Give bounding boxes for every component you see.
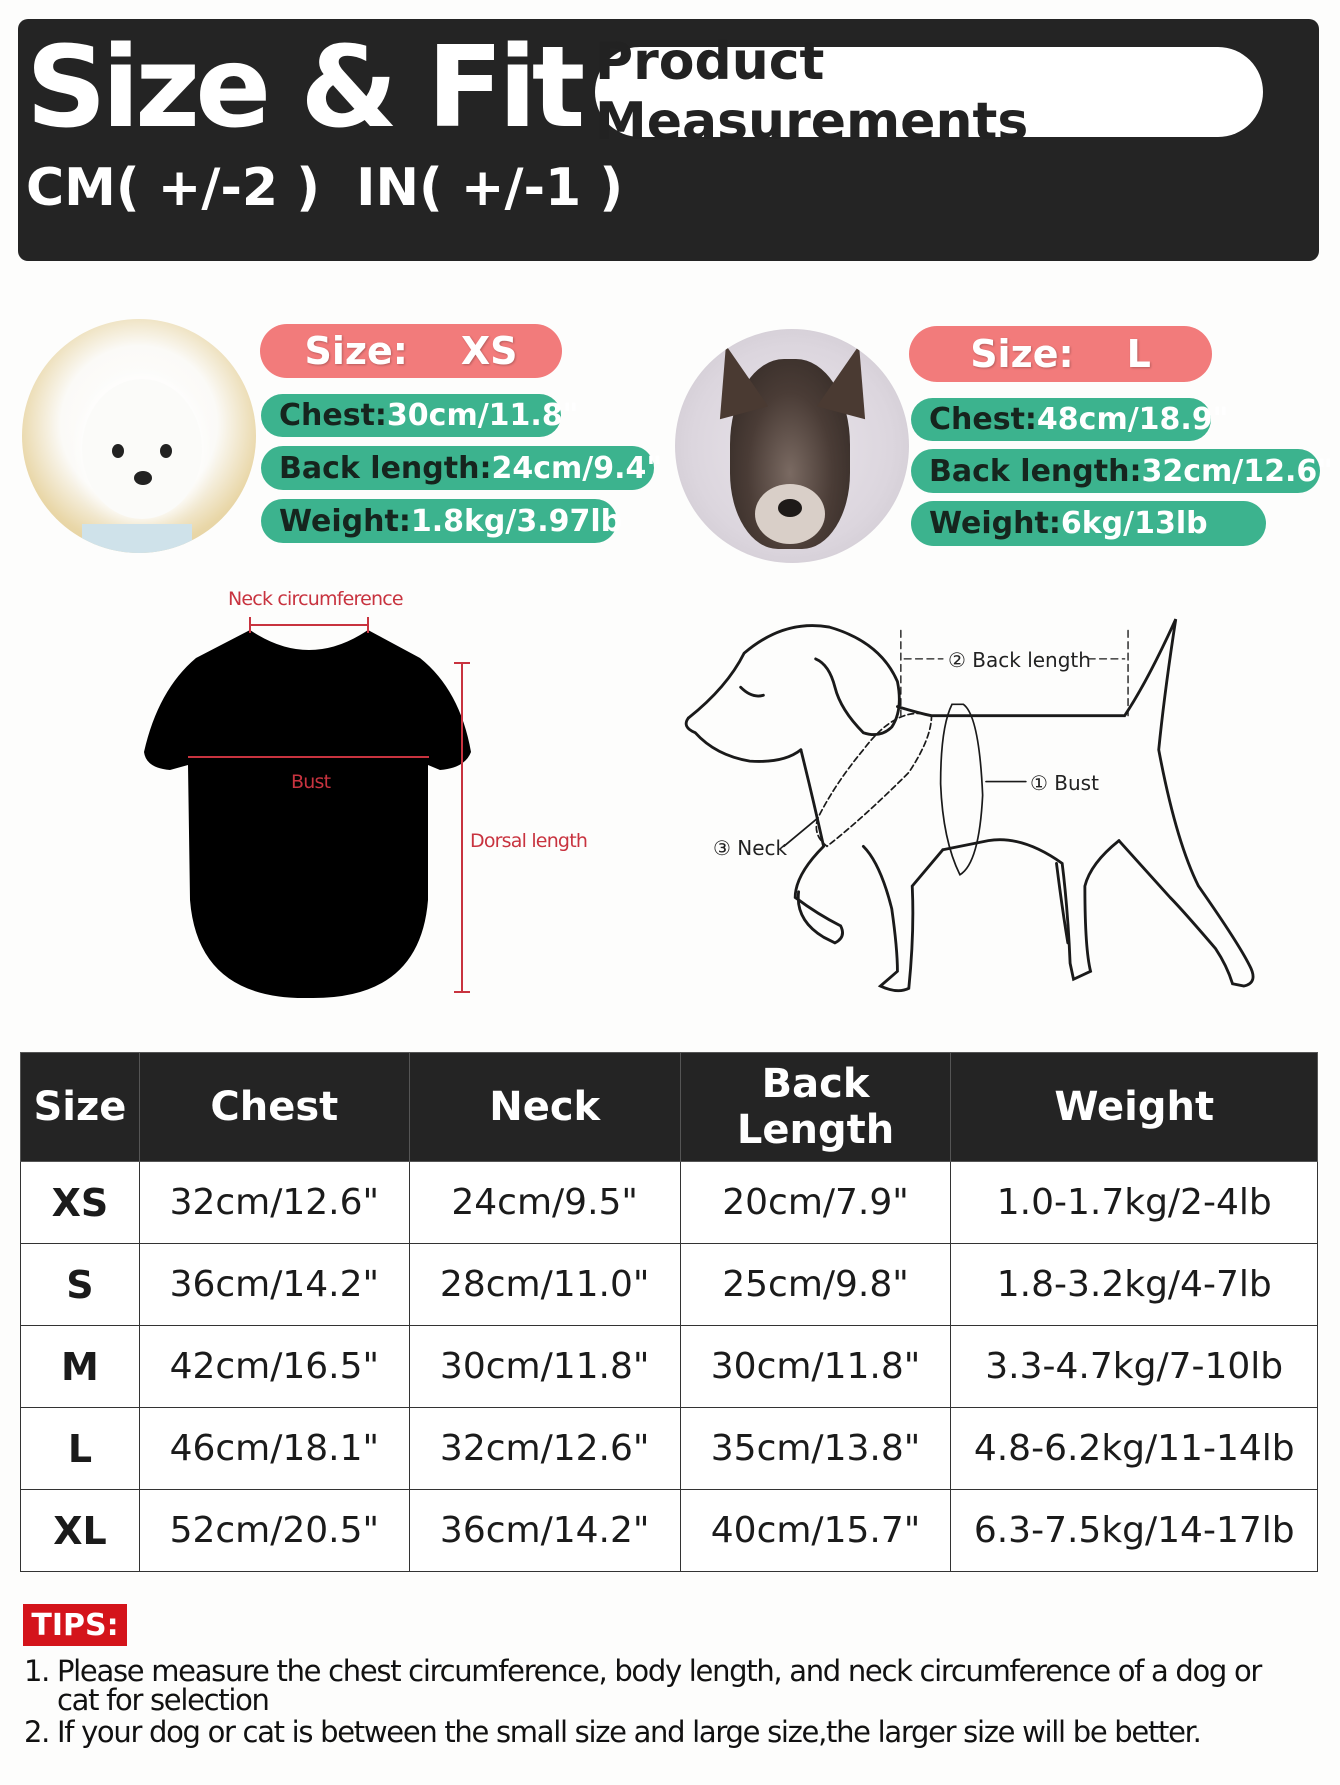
- weight-spec-l: Weight: 6kg/13lb: [911, 501, 1266, 546]
- chest-value: 48cm/18.9": [1036, 402, 1229, 437]
- cell-back-length: 20cm/7.9": [679, 1161, 952, 1244]
- table-row: M 42cm/16.5" 30cm/11.8" 30cm/11.8" 3.3-4.7kg…: [20, 1325, 1318, 1408]
- back-label: Back length:: [279, 450, 492, 486]
- chest-spec-l: Chest: 48cm/18.9": [911, 398, 1228, 441]
- cell-weight: 3.3-4.7kg/7-10lb: [950, 1325, 1318, 1408]
- cell-neck: 36cm/14.2": [408, 1489, 681, 1572]
- cell-neck: 24cm/9.5": [408, 1161, 681, 1244]
- cell-size: L: [20, 1407, 140, 1490]
- schnauzer-dog-photo: [675, 329, 909, 563]
- shirt-diagram: [144, 617, 471, 999]
- cell-chest: 36cm/14.2": [138, 1243, 410, 1326]
- weight-value: 1.8kg/3.97lb: [410, 503, 623, 539]
- cell-back-length: 40cm/15.7": [679, 1489, 952, 1572]
- header-back-length: Back Length: [679, 1052, 952, 1162]
- dorsal-length-label: Dorsal length: [470, 830, 588, 852]
- shirt-shape: [144, 630, 471, 999]
- cell-back-length: 25cm/9.8": [679, 1243, 952, 1326]
- tolerance-note: CM( +/-2 ) IN( +/-1 ): [26, 158, 624, 218]
- cell-neck: 32cm/12.6": [408, 1407, 681, 1490]
- cell-weight: 1.0-1.7kg/2-4lb: [950, 1161, 1318, 1244]
- cell-neck: 28cm/11.0": [408, 1243, 681, 1326]
- weight-value: 6kg/13lb: [1060, 506, 1208, 541]
- cell-chest: 46cm/18.1": [138, 1407, 410, 1490]
- cell-size: XS: [20, 1161, 140, 1244]
- cell-size: XL: [20, 1489, 140, 1572]
- bust-label: Bust: [291, 771, 331, 793]
- table-header-row: Size Chest Neck Back Length Weight: [20, 1052, 1318, 1162]
- cell-weight: 4.8-6.2kg/11-14lb: [950, 1407, 1318, 1490]
- cell-back-length: 30cm/11.8": [679, 1325, 952, 1408]
- header-chest: Chest: [138, 1052, 410, 1162]
- tip-1-continued: cat for selection: [57, 1683, 270, 1717]
- header-weight: Weight: [950, 1052, 1318, 1162]
- table-row: L 46cm/18.1" 32cm/12.6" 35cm/13.8" 4.8-6.2kg…: [20, 1407, 1318, 1490]
- table-row: XL 52cm/20.5" 36cm/14.2" 40cm/15.7" 6.3-7.5k…: [20, 1489, 1318, 1572]
- header-neck: Neck: [408, 1052, 681, 1162]
- cell-chest: 32cm/12.6": [138, 1161, 410, 1244]
- chest-label: Chest:: [279, 398, 387, 433]
- tips-badge: TIPS:: [23, 1604, 127, 1646]
- back-length-label: ② Back length: [948, 648, 1091, 672]
- back-label: Back length:: [929, 453, 1142, 489]
- size-chart-table: Size Chest Neck Back Length Weight XS 32c…: [20, 1052, 1318, 1572]
- chest-spec-xs: Chest: 30cm/11.8": [261, 394, 578, 437]
- cell-size: M: [20, 1325, 140, 1408]
- cell-size: S: [20, 1243, 140, 1326]
- tip-1: 1. Please measure the chest circumferenc…: [24, 1654, 1262, 1688]
- cell-weight: 1.8-3.2kg/4-7lb: [950, 1243, 1318, 1326]
- cell-chest: 52cm/20.5": [138, 1489, 410, 1572]
- back-spec-l: Back length: 32cm/12.6": [911, 449, 1333, 493]
- measure-lines: [188, 617, 470, 993]
- bust-measure-label: ① Bust: [1030, 771, 1099, 795]
- chest-value: 30cm/11.8": [386, 398, 579, 433]
- back-spec-xs: Back length: 24cm/9.4": [261, 446, 662, 490]
- cell-chest: 42cm/16.5": [138, 1325, 410, 1408]
- weight-spec-xs: Weight: 1.8kg/3.97lb: [261, 499, 622, 543]
- cell-weight: 6.3-7.5kg/14-17lb: [950, 1489, 1318, 1572]
- dog-outline: [684, 618, 1255, 993]
- cell-back-length: 35cm/13.8": [679, 1407, 952, 1490]
- cell-neck: 30cm/11.8": [408, 1325, 681, 1408]
- table-row: S 36cm/14.2" 28cm/11.0" 25cm/9.8" 1.8-3.2kg/…: [20, 1243, 1318, 1326]
- back-value: 24cm/9.4": [491, 450, 662, 486]
- dog-measure-diagram: [684, 618, 1255, 993]
- neck-measure-label: ③ Neck: [713, 836, 788, 860]
- weight-label: Weight:: [279, 503, 411, 539]
- chest-label: Chest:: [929, 402, 1037, 437]
- size-l-label: Size: L: [909, 326, 1212, 382]
- white-bichon-dog-photo: [22, 319, 256, 553]
- neck-circumference-label: Neck circumference: [228, 588, 404, 610]
- page-title: Size & Fit: [26, 23, 585, 153]
- table-row: XS 32cm/12.6" 24cm/9.5" 20cm/7.9" 1.0-1.7kg/…: [20, 1161, 1318, 1244]
- tip-2: 2. If your dog or cat is between the sma…: [24, 1715, 1202, 1749]
- back-value: 32cm/12.6": [1141, 453, 1333, 489]
- size-xs-label: Size: XS: [260, 324, 562, 378]
- weight-label: Weight:: [929, 506, 1061, 541]
- header-size: Size: [20, 1052, 140, 1162]
